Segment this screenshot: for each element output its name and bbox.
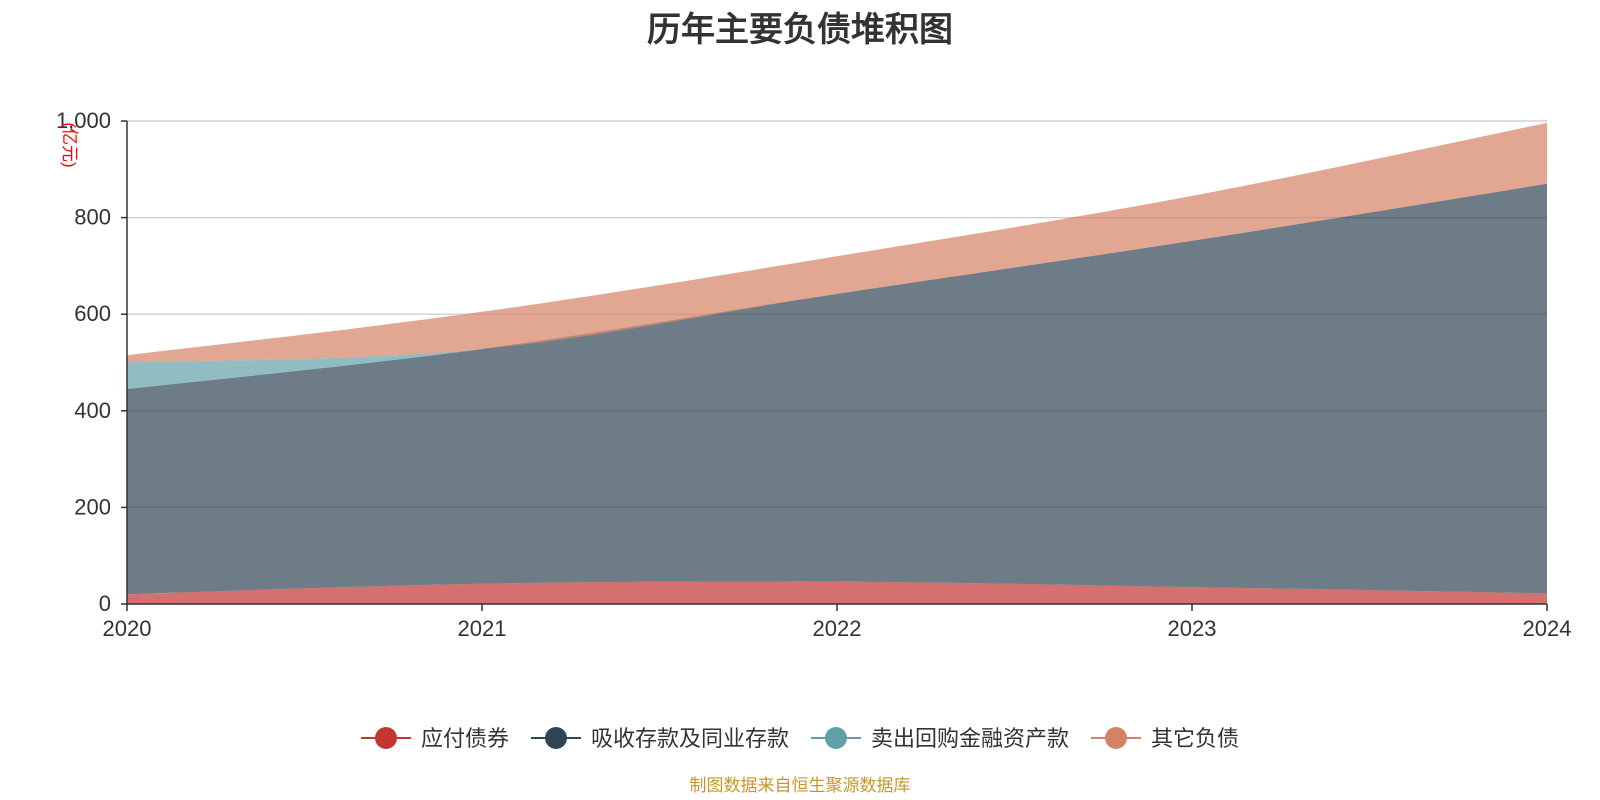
area-2: [127, 183, 1547, 595]
legend-item-1: 应付债券: [361, 726, 509, 751]
axes: 0 200 400 600 800 1,000 2020 2021 2022 2023 2024: [56, 108, 1572, 641]
y-tick-label: 800: [74, 205, 111, 230]
legend-item-4: 其它负债: [1091, 726, 1239, 751]
chart-title: 历年主要负债堆积图: [647, 10, 953, 50]
area-1: [127, 581, 1547, 604]
data-source-note: 制图数据来自恒生聚源数据库: [689, 776, 911, 796]
legend-marker: [825, 727, 847, 749]
x-tick-label: 2020: [103, 616, 152, 641]
legend-label: 吸收存款及同业存款: [591, 726, 789, 751]
y-tick-label: 0: [99, 591, 111, 616]
legend: 应付债券 吸收存款及同业存款 卖出回购金融资产款 其它负债: [361, 726, 1239, 751]
legend-marker: [1105, 727, 1127, 749]
x-tick-label: 2024: [1523, 616, 1572, 641]
legend-marker: [545, 727, 567, 749]
legend-item-3: 卖出回购金融资产款: [811, 726, 1069, 751]
legend-marker: [375, 727, 397, 749]
x-tick-label: 2021: [458, 616, 507, 641]
y-tick-label: 400: [74, 398, 111, 423]
y-tick-label: 200: [74, 494, 111, 519]
legend-label: 卖出回购金融资产款: [871, 726, 1069, 751]
y-unit-label: (亿元): [60, 122, 79, 167]
area-3: [127, 183, 1547, 390]
legend-label: 其它负债: [1151, 726, 1239, 751]
legend-label: 应付债券: [421, 726, 509, 751]
x-tick-label: 2022: [813, 616, 862, 641]
series-areas: [127, 122, 1547, 604]
y-tick-label: 600: [74, 301, 111, 326]
y-tick-label: 1,000: [56, 108, 111, 133]
x-tick-label: 2023: [1168, 616, 1217, 641]
legend-item-2: 吸收存款及同业存款: [531, 726, 789, 751]
